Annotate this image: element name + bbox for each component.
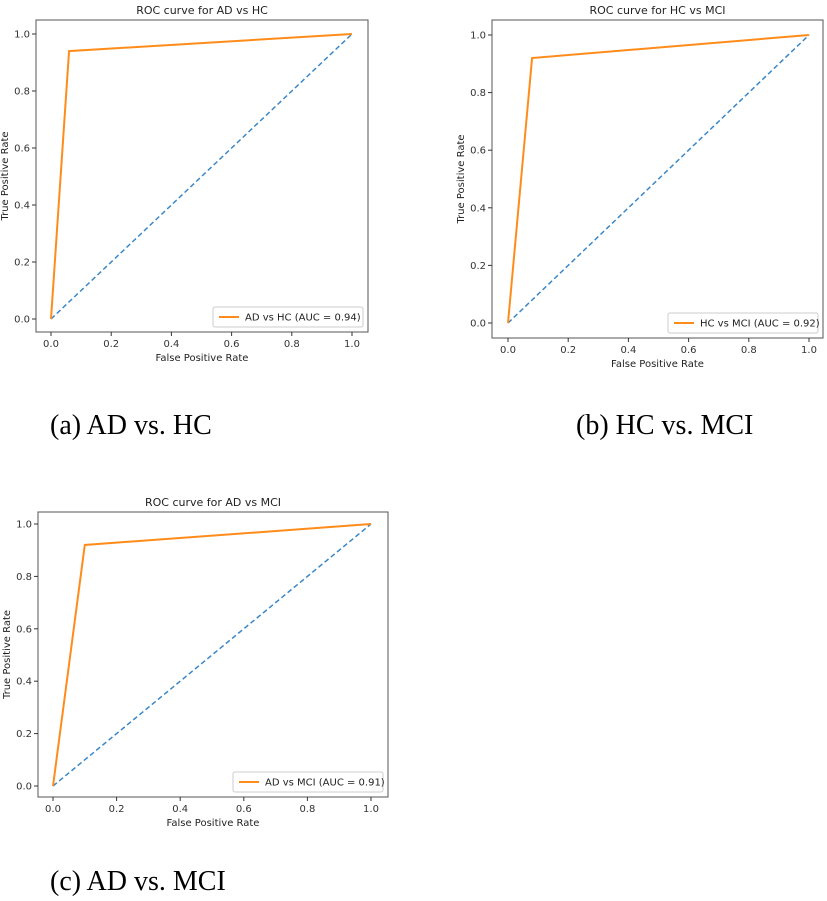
y-axis-label: True Positive Rate bbox=[456, 134, 467, 224]
x-axis-label: False Positive Rate bbox=[611, 359, 704, 370]
x-tick-label: 0.6 bbox=[224, 339, 240, 350]
y-tick-label: 1.0 bbox=[470, 31, 486, 42]
roc-chart-1: ROC curve for AD vs HC 0.0 0.2 0.4 0.6 0.8 1.0… bbox=[0, 4, 369, 364]
y-tick-label: 0.6 bbox=[16, 624, 32, 635]
chance-line bbox=[52, 523, 372, 787]
roc-chart-3: ROC curve for AD vs MCI 0.0 0.2 0.4 0.6 0.8 1.… bbox=[2, 496, 389, 829]
x-tick-label: 0.8 bbox=[741, 345, 757, 356]
caption-a: (a) AD vs. HC bbox=[50, 410, 212, 441]
y-axis-label: True Positive Rate bbox=[2, 610, 13, 700]
x-tick-label: 0.8 bbox=[299, 804, 315, 815]
legend: AD vs MCI (AUC = 0.91) bbox=[232, 771, 385, 793]
y-tick-label: 1.0 bbox=[16, 520, 32, 531]
legend: AD vs HC (AUC = 0.94) bbox=[212, 306, 364, 328]
chart-title: ROC curve for AD vs MCI bbox=[145, 496, 281, 509]
x-tick-label: 0.2 bbox=[560, 345, 576, 356]
x-tick-label: 0.4 bbox=[163, 339, 179, 350]
y-tick-label: 0.2 bbox=[14, 258, 30, 269]
y-tick-label: 0.0 bbox=[16, 782, 32, 793]
y-tick-label: 0.4 bbox=[16, 677, 32, 688]
x-tick-label: 0.6 bbox=[681, 345, 697, 356]
legend-box bbox=[667, 312, 819, 334]
y-tick-label: 0.4 bbox=[470, 203, 486, 214]
y-tick-label: 0.0 bbox=[14, 315, 30, 326]
legend: HC vs MCI (AUC = 0.92) bbox=[667, 312, 820, 334]
legend-label: HC vs MCI (AUC = 0.92) bbox=[700, 319, 820, 330]
x-tick-label: 0.2 bbox=[103, 339, 119, 350]
legend-label: AD vs MCI (AUC = 0.91) bbox=[265, 778, 385, 789]
chance-line bbox=[50, 33, 353, 320]
caption-c: (c) AD vs. MCI bbox=[50, 866, 226, 897]
chart-title: ROC curve for HC vs MCI bbox=[589, 4, 725, 17]
roc-chart-2: ROC curve for HC vs MCI 0.0 0.2 0.4 0.6 0.8 1.… bbox=[456, 4, 824, 370]
y-tick-label: 0.6 bbox=[14, 144, 30, 155]
y-tick-label: 0.2 bbox=[470, 261, 486, 272]
y-tick-label: 0.2 bbox=[16, 729, 32, 740]
x-tick-label: 0.4 bbox=[620, 345, 636, 356]
y-tick-label: 0.0 bbox=[470, 319, 486, 330]
x-tick-label: 1.0 bbox=[801, 345, 817, 356]
x-tick-label: 0.0 bbox=[45, 804, 61, 815]
plot-frame bbox=[491, 19, 824, 339]
x-tick-label: 0.0 bbox=[500, 345, 516, 356]
roc-curve bbox=[52, 523, 372, 787]
chart-title: ROC curve for AD vs HC bbox=[136, 4, 268, 17]
x-tick-label: 1.0 bbox=[344, 339, 360, 350]
x-tick-label: 0.2 bbox=[109, 804, 125, 815]
y-tick-label: 0.8 bbox=[470, 88, 486, 99]
y-tick-label: 0.6 bbox=[470, 146, 486, 157]
y-tick-label: 0.8 bbox=[16, 572, 32, 583]
y-axis-label: True Positive Rate bbox=[0, 131, 11, 221]
x-axis-label: False Positive Rate bbox=[156, 353, 249, 364]
roc-curve bbox=[50, 33, 353, 320]
y-tick-label: 1.0 bbox=[14, 30, 30, 41]
x-axis-label: False Positive Rate bbox=[167, 818, 260, 829]
legend-label: AD vs HC (AUC = 0.94) bbox=[245, 313, 361, 324]
y-tick-label: 0.8 bbox=[14, 87, 30, 98]
chance-line bbox=[507, 34, 810, 324]
x-tick-label: 0.4 bbox=[172, 804, 188, 815]
x-tick-label: 1.0 bbox=[363, 804, 379, 815]
x-tick-label: 0.6 bbox=[236, 804, 252, 815]
y-tick-label: 0.4 bbox=[14, 201, 30, 212]
caption-b: (b) HC vs. MCI bbox=[576, 410, 754, 441]
legend-box bbox=[212, 306, 364, 328]
x-tick-label: 0.0 bbox=[43, 339, 59, 350]
roc-curve bbox=[507, 34, 810, 324]
legend-box bbox=[232, 771, 384, 793]
x-tick-label: 0.8 bbox=[284, 339, 300, 350]
